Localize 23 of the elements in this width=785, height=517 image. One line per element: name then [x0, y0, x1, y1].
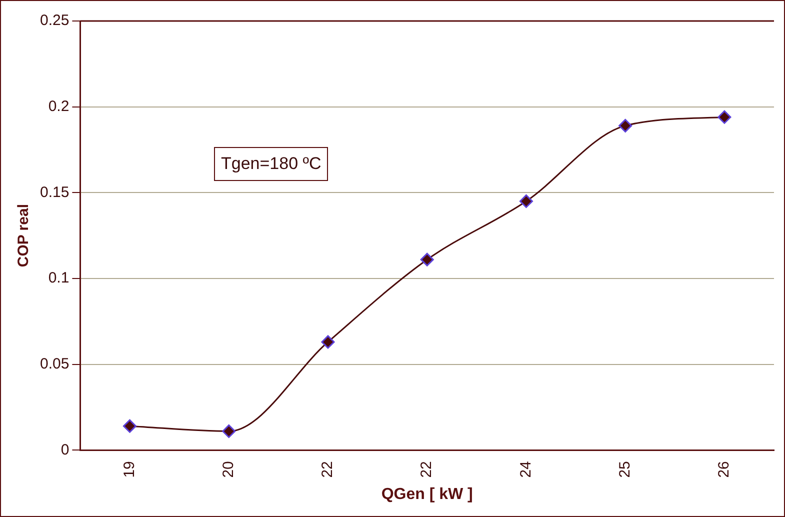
y-tick-label: 0.1: [48, 270, 70, 287]
x-tick-label: 22: [319, 461, 336, 478]
x-tick-label: 19: [120, 461, 138, 478]
point: [222, 424, 236, 438]
x-tick-label: 20: [220, 461, 238, 478]
x-tick-label: 22: [418, 461, 436, 478]
point: [123, 419, 136, 433]
point: [718, 110, 732, 124]
x-axis-title: QGen [ kW ]: [381, 486, 473, 503]
y-tick-label: 0.15: [40, 184, 70, 201]
x-tick-label: 24: [517, 461, 534, 478]
x-tick-label: 25: [616, 461, 634, 478]
y-tick-label: 0.25: [40, 12, 70, 30]
point: [618, 118, 632, 132]
point: [321, 335, 335, 349]
point: [519, 194, 533, 208]
y-axis-title: COP real: [15, 204, 32, 268]
y-tick-label: 0.05: [40, 355, 70, 372]
x-tick-label: 26: [716, 461, 733, 478]
point: [420, 252, 434, 266]
annotation: Tgen=180 ºC: [214, 147, 328, 181]
y-tick-label: 0.2: [48, 98, 70, 115]
y-tick-label: 0: [60, 441, 70, 458]
